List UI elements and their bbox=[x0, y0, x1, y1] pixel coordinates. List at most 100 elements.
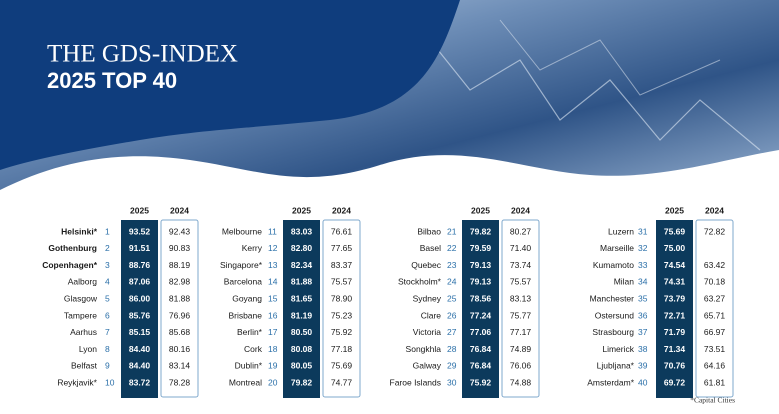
city-name: Aarhus bbox=[70, 327, 97, 337]
ice-crack bbox=[499, 19, 721, 96]
rank: 28 bbox=[447, 344, 457, 354]
city-name: Manchester bbox=[590, 293, 635, 303]
score-2025: 79.82 bbox=[291, 377, 313, 387]
column-header: 2025 bbox=[130, 205, 149, 215]
rank: 8 bbox=[105, 344, 110, 354]
score-2024: 75.77 bbox=[510, 310, 532, 320]
score-2024: 75.57 bbox=[331, 277, 353, 287]
column-header: 2025 bbox=[665, 205, 684, 215]
score-2024: 92.43 bbox=[169, 226, 191, 236]
rank: 32 bbox=[638, 243, 648, 253]
score-2025: 75.92 bbox=[470, 377, 492, 387]
rank: 25 bbox=[447, 293, 457, 303]
score-2025: 81.19 bbox=[291, 310, 313, 320]
city-name: Dublin* bbox=[235, 361, 263, 371]
rank: 22 bbox=[447, 243, 457, 253]
rank: 17 bbox=[268, 327, 278, 337]
rank: 10 bbox=[105, 377, 115, 387]
rank: 20 bbox=[268, 377, 278, 387]
rank: 4 bbox=[105, 277, 110, 287]
score-2024: 85.68 bbox=[169, 327, 191, 337]
score-2024: 82.98 bbox=[169, 277, 191, 287]
city-name: Luzern bbox=[608, 226, 634, 236]
score-2025: 87.06 bbox=[129, 277, 151, 287]
score-2025: 86.00 bbox=[129, 293, 151, 303]
score-2024: 64.16 bbox=[704, 361, 726, 371]
score-2025: 78.56 bbox=[470, 293, 492, 303]
score-2024: 74.89 bbox=[510, 344, 532, 354]
rank: 30 bbox=[447, 377, 457, 387]
ice-crack bbox=[429, 39, 761, 151]
rank: 33 bbox=[638, 260, 648, 270]
column-header: 2025 bbox=[471, 205, 490, 215]
city-name: Limerick bbox=[602, 344, 634, 354]
score-2024: 78.90 bbox=[331, 293, 353, 303]
rank: 29 bbox=[447, 361, 457, 371]
score-2024: 72.82 bbox=[704, 226, 726, 236]
rank: 37 bbox=[638, 327, 648, 337]
score-2025: 85.76 bbox=[129, 310, 151, 320]
rank: 14 bbox=[268, 277, 278, 287]
subtitle: 2025 TOP 40 bbox=[47, 68, 177, 93]
city-name: Marseille bbox=[600, 243, 634, 253]
column-header: 2024 bbox=[511, 205, 530, 215]
city-name: Tampere bbox=[64, 310, 97, 320]
score-2024: 83.14 bbox=[169, 361, 191, 371]
score-2024: 76.06 bbox=[510, 361, 532, 371]
rank: 40 bbox=[638, 377, 648, 387]
column-header: 2024 bbox=[332, 205, 351, 215]
score-2025: 71.79 bbox=[664, 327, 686, 337]
city-name: Milan bbox=[614, 277, 635, 287]
score-2025-column bbox=[121, 220, 158, 398]
city-name: Quebec bbox=[411, 260, 442, 270]
score-2025: 74.54 bbox=[664, 260, 686, 270]
score-2024: 77.17 bbox=[510, 327, 532, 337]
score-2024: 63.27 bbox=[704, 293, 726, 303]
score-2025: 74.31 bbox=[664, 277, 686, 287]
score-2024: 75.57 bbox=[510, 277, 532, 287]
score-2024: 88.19 bbox=[169, 260, 191, 270]
score-2025-column bbox=[462, 220, 499, 398]
score-2025: 73.79 bbox=[664, 293, 686, 303]
rank: 18 bbox=[268, 344, 278, 354]
score-2025: 77.06 bbox=[470, 327, 492, 337]
score-2024: 73.51 bbox=[704, 344, 726, 354]
rank: 35 bbox=[638, 293, 648, 303]
rank: 11 bbox=[268, 226, 277, 236]
score-2025: 84.40 bbox=[129, 361, 151, 371]
score-2025: 85.15 bbox=[129, 327, 151, 337]
city-name: Aalborg bbox=[68, 277, 98, 287]
city-name: Helsinki* bbox=[61, 226, 98, 236]
score-2024-box bbox=[160, 219, 199, 398]
score-2024: 73.74 bbox=[510, 260, 532, 270]
score-2025: 82.34 bbox=[291, 260, 313, 270]
score-2024: 76.96 bbox=[169, 310, 191, 320]
score-2025: 80.08 bbox=[291, 344, 313, 354]
rank: 38 bbox=[638, 344, 648, 354]
rank: 7 bbox=[105, 327, 110, 337]
score-2025: 69.72 bbox=[664, 377, 686, 387]
rank: 3 bbox=[105, 260, 110, 270]
score-2024: 74.77 bbox=[331, 377, 353, 387]
rank: 27 bbox=[447, 327, 457, 337]
score-2024: 78.28 bbox=[169, 377, 191, 387]
rank: 26 bbox=[447, 310, 457, 320]
score-2025-column bbox=[283, 220, 320, 398]
score-2025-column bbox=[656, 220, 693, 398]
score-2024: 75.69 bbox=[331, 361, 353, 371]
city-name: Barcelona bbox=[224, 277, 263, 287]
rank: 21 bbox=[447, 226, 457, 236]
score-2025: 76.84 bbox=[470, 361, 492, 371]
column-header: 2024 bbox=[705, 205, 724, 215]
rank: 13 bbox=[268, 260, 278, 270]
score-2025: 79.13 bbox=[470, 260, 492, 270]
score-2024-box bbox=[322, 219, 361, 398]
score-2024: 65.71 bbox=[704, 310, 726, 320]
rank: 12 bbox=[268, 243, 278, 253]
score-2025: 71.34 bbox=[664, 344, 686, 354]
score-2025: 88.76 bbox=[129, 260, 151, 270]
rank: 19 bbox=[268, 361, 278, 371]
city-name: Bilbao bbox=[417, 226, 441, 236]
city-name: Faroe Islands bbox=[390, 377, 442, 387]
score-2024: 66.97 bbox=[704, 327, 726, 337]
